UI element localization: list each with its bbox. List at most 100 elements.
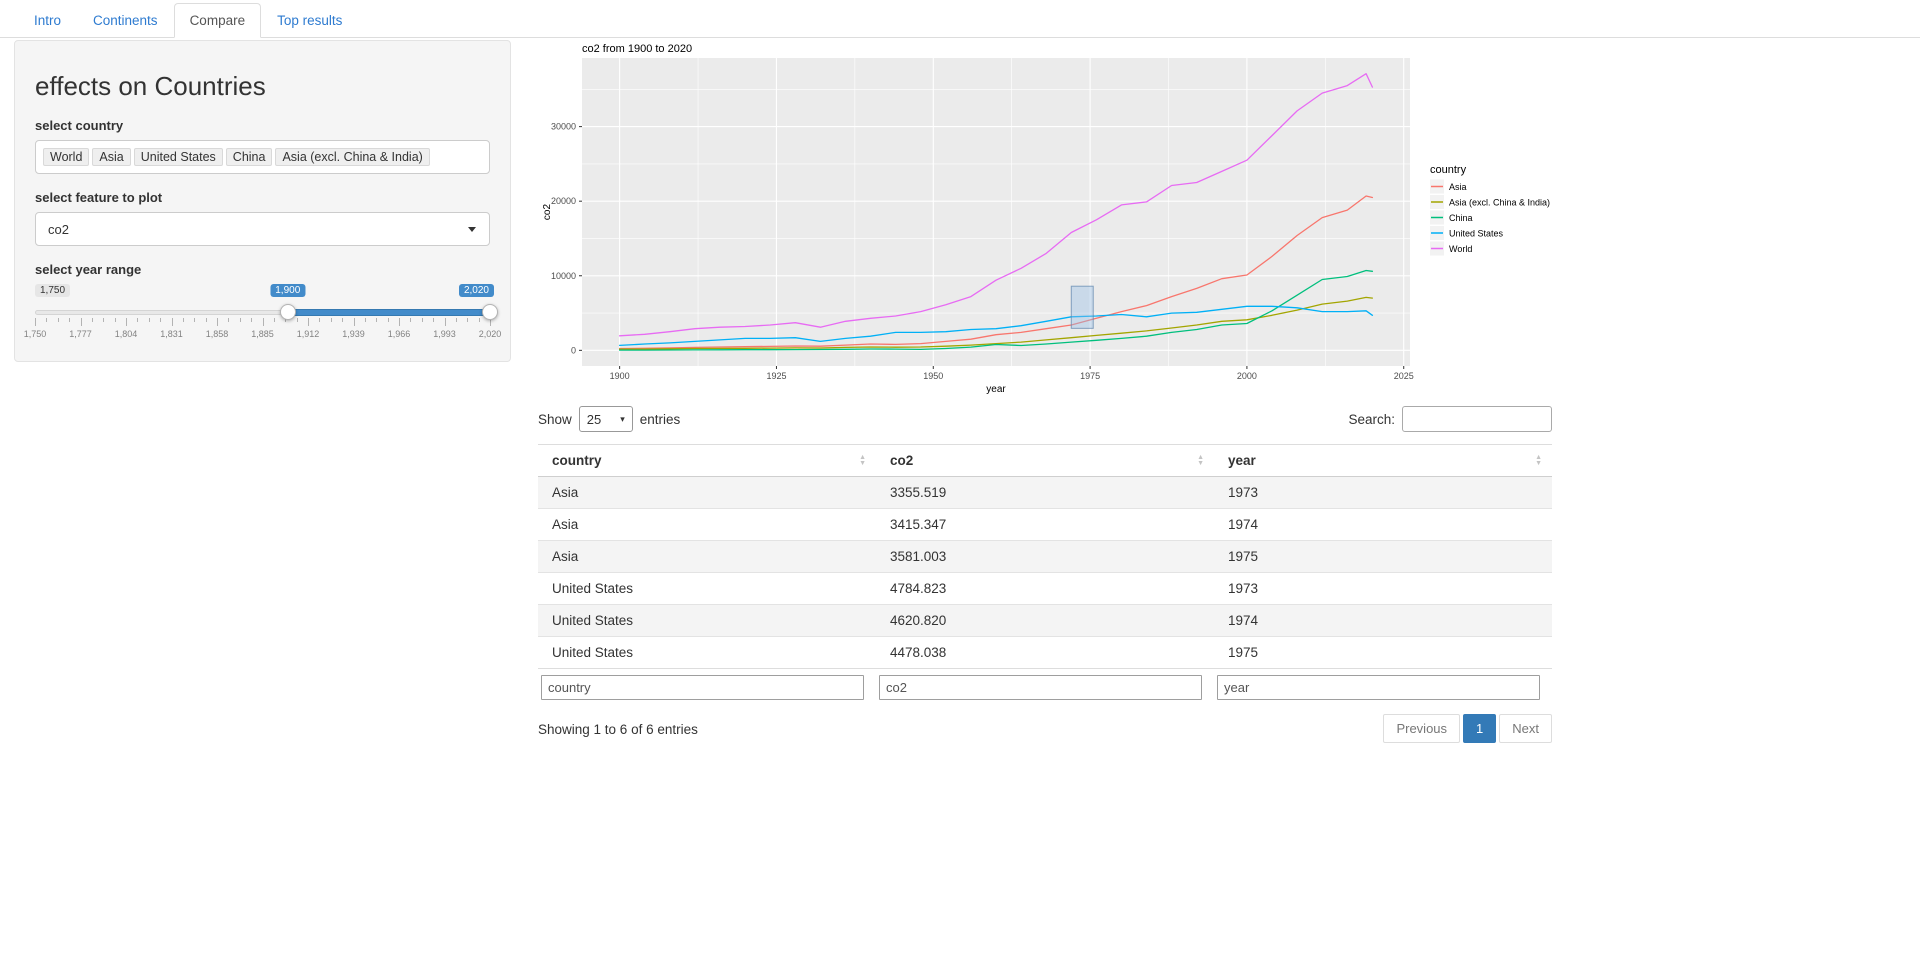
column-filter-year[interactable] — [1217, 675, 1540, 700]
svg-text:2025: 2025 — [1394, 371, 1414, 381]
legend-label: World — [1449, 244, 1472, 254]
tab-continents[interactable]: Continents — [93, 13, 158, 28]
next-button[interactable]: Next — [1499, 714, 1552, 743]
table-cell: 1973 — [1228, 485, 1259, 500]
plot-panel — [582, 58, 1410, 366]
slider-tick — [296, 318, 298, 322]
slider-tick-label: 1,912 — [296, 329, 320, 339]
series-united-states — [618, 305, 1374, 347]
page-1-button[interactable]: 1 — [1463, 714, 1497, 743]
svg-text:0: 0 — [571, 345, 576, 355]
slider-to-label: 2,020 — [458, 284, 494, 297]
table-cell: 3355.519 — [890, 485, 947, 500]
year-range-slider[interactable]: 1,750 1,900 2,020 1,750 1,777 1,804 1,831 1,… — [24, 284, 501, 350]
page-size-select[interactable]: 25 ▾ — [578, 406, 633, 432]
slider-tick-label: 1,966 — [387, 329, 411, 339]
slider-handle-from[interactable] — [279, 304, 296, 320]
svg-text:20000: 20000 — [551, 196, 576, 206]
slider-tick — [399, 318, 400, 326]
slider-tick — [126, 318, 127, 326]
table-info: Showing 1 to 6 of 6 entries — [538, 722, 698, 737]
page-size-value: 25 — [586, 411, 602, 427]
slider-tick — [319, 318, 321, 322]
slider-handle-to[interactable] — [482, 304, 498, 320]
table-cell: 1974 — [1214, 508, 1552, 541]
slider-range-bar[interactable] — [287, 309, 490, 316]
table-cell: 4620.820 — [876, 604, 1214, 637]
page-length-control: Show 25 ▾ entries — [538, 406, 680, 432]
table-footer: Showing 1 to 6 of 6 entries Previous 1 Nex… — [538, 714, 1552, 743]
entries-label: entries — [639, 411, 681, 427]
slider-tick — [467, 318, 469, 322]
table-cell: 1974 — [1214, 604, 1552, 637]
slider-tick — [273, 318, 275, 322]
column-label: co2 — [890, 453, 914, 468]
tab-bar: Intro Continents Compare Top results — [0, 0, 1920, 38]
slider-tick — [308, 318, 309, 326]
year-range-label: select year range — [35, 262, 142, 277]
slider-tick — [137, 318, 139, 322]
pagination: Previous 1 Next — [1383, 714, 1552, 743]
country-tag-united-states: United States — [133, 148, 223, 166]
country-multiselect[interactable]: World Asia United States China Asia (excl. C… — [35, 140, 490, 174]
legend-label: United States — [1449, 229, 1504, 239]
slider-tick-label: 1,885 — [251, 329, 274, 339]
column-header-country[interactable]: country ▲ ▼ — [538, 444, 876, 477]
slider-tick — [421, 318, 423, 322]
slider-tick-label: 1,804 — [114, 329, 138, 339]
table-row[interactable]: Asia 3355.519 1973 — [538, 476, 1552, 509]
column-filter-co2[interactable] — [879, 675, 1202, 700]
chevron-down-icon — [468, 227, 476, 232]
table-row[interactable]: United States 4784.823 1973 — [538, 572, 1552, 605]
plot-brush — [1070, 285, 1094, 329]
column-header-co2[interactable]: co2 ▲ ▼ — [876, 444, 1214, 477]
table-row[interactable]: United States 4620.820 1974 — [538, 604, 1552, 637]
slider-tick — [285, 318, 287, 322]
slider-from-label: 1,900 — [270, 284, 306, 297]
legend-label: Asia — [1449, 182, 1467, 192]
table-cell: Asia — [552, 485, 579, 500]
country-tag-asia-excl-china-india: Asia (excl. China & India) — [275, 148, 430, 166]
svg-text:2000: 2000 — [1237, 371, 1257, 381]
tab-compare[interactable]: Compare — [173, 3, 262, 38]
country-tag-china: China — [225, 148, 273, 166]
slider-tick — [80, 318, 82, 326]
column-filter-country[interactable] — [541, 675, 864, 700]
table-cell: 1975 — [1214, 540, 1552, 573]
slider-min-label: 1,750 — [35, 284, 71, 297]
table-row[interactable]: United States 4478.038 1975 — [538, 636, 1552, 669]
slider-tick — [262, 318, 264, 326]
slider-tick — [205, 318, 207, 322]
slider-tick-label: 1,993 — [433, 329, 456, 339]
column-label: year — [1228, 453, 1256, 468]
tab-top-results[interactable]: Top results — [277, 13, 343, 28]
panel-title: effects on Countries — [35, 71, 266, 101]
table-cell: 4478.038 — [876, 636, 1214, 669]
previous-button[interactable]: Previous — [1383, 714, 1461, 743]
svg-text:1975: 1975 — [1080, 371, 1100, 381]
slider-tick — [228, 318, 230, 322]
series-asia-excl-china-india — [618, 296, 1374, 350]
table-cell: United States — [538, 572, 876, 605]
feature-select[interactable]: co2 — [35, 212, 490, 246]
co2-line-chart[interactable]: co2 from 1900 to 2020 1900 1925 1950 1975 200… — [538, 40, 1578, 396]
y-axis-title: co2 — [542, 204, 553, 221]
sort-icon: ▲ ▼ — [859, 453, 866, 467]
slider-tick — [217, 318, 218, 326]
sidebar-panel: effects on Countries select country Worl… — [14, 40, 511, 362]
tab-intro[interactable]: Intro — [34, 13, 62, 28]
table-cell: United States — [538, 636, 876, 669]
table-controls: Show 25 ▾ entries Search: — [538, 406, 1552, 432]
slider-tick — [114, 318, 116, 322]
table-cell: 1975 — [1214, 636, 1552, 669]
sort-icon: ▲ ▼ — [1197, 453, 1204, 467]
table-row[interactable]: Asia 3581.003 1975 — [538, 540, 1552, 573]
search-input[interactable] — [1402, 406, 1552, 432]
table-row[interactable]: Asia 3415.347 1974 — [538, 508, 1552, 541]
slider-tick — [194, 318, 196, 322]
results-table: country ▲ ▼ co2 ▲ ▼ year ▲ ▼ Asia 3355.519 1973 Asi… — [538, 444, 1552, 702]
slider-tick-label: 1,777 — [69, 329, 92, 339]
svg-text:1900: 1900 — [610, 371, 630, 381]
slider-tick — [478, 318, 480, 322]
column-header-year[interactable]: year ▲ ▼ — [1214, 444, 1552, 477]
